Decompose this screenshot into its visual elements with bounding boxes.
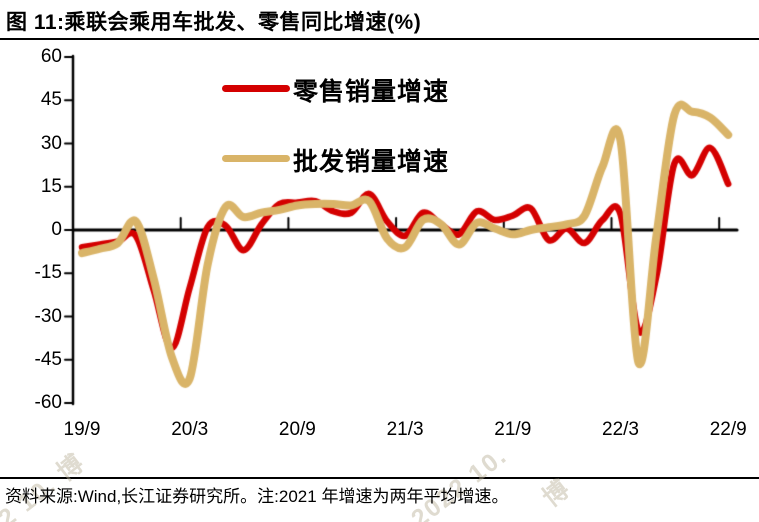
y-axis-label: 15 (40, 175, 62, 197)
y-axis-label: -15 (34, 262, 62, 284)
y-axis-label: 0 (51, 219, 62, 240)
growth-line-chart-canvas (0, 0, 759, 470)
x-axis-label: 22/9 (709, 419, 747, 440)
x-axis-label: 21/9 (494, 419, 532, 440)
legend-label-retail: 零售销量增速 (293, 78, 450, 106)
y-axis-label: -60 (34, 392, 62, 413)
y-axis-label: 45 (40, 89, 62, 111)
x-axis-label: 20/3 (171, 419, 209, 440)
y-axis-label: 30 (40, 132, 62, 154)
source-note: 资料来源:Wind,长江证券研究所。注:2021 年增速为两年平均增速。 (5, 487, 509, 506)
retail-line-swatch (222, 85, 290, 92)
x-axis-label: 20/9 (278, 419, 316, 440)
legend-label-wholesale: 批发销量增速 (293, 148, 450, 176)
y-axis-label: -30 (34, 305, 62, 327)
y-axis-label: -45 (34, 348, 62, 370)
x-axis-label: 21/3 (386, 419, 424, 440)
x-axis-label: 19/9 (63, 419, 101, 440)
x-axis-label: 22/3 (602, 419, 639, 440)
wholesale-line-swatch (222, 155, 290, 162)
y-axis-label: 60 (40, 46, 62, 67)
footer-divider (0, 477, 759, 479)
